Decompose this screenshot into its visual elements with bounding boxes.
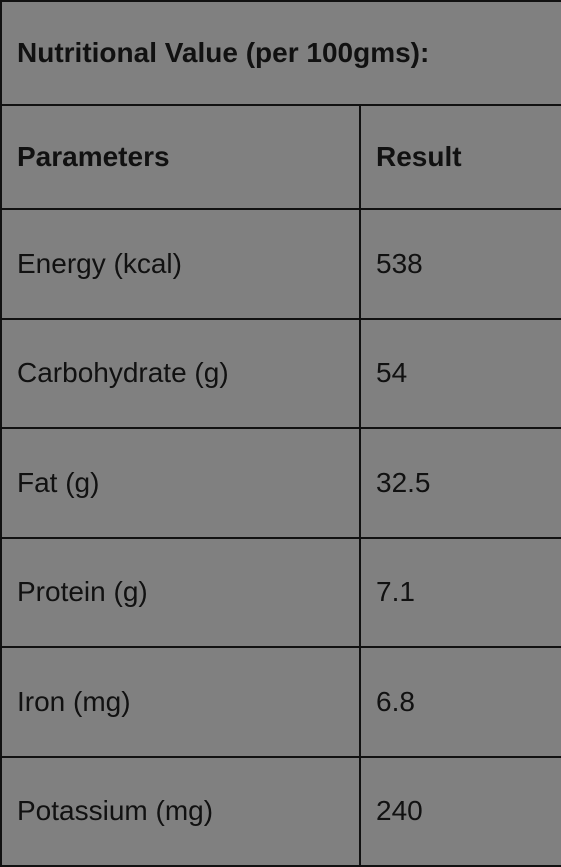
column-header: Parameters [0,104,361,210]
parameter-cell: Potassium (mg) [0,755,361,867]
parameter-cell: Iron (mg) [0,646,361,758]
result-cell: 32.5 [358,427,561,539]
table-row: Protein (g) 7.1 [0,536,561,648]
parameter-cell: Energy (kcal) [0,208,361,320]
title-row: Nutritional Value (per 100gms): [0,0,561,106]
table-row: Iron (mg) 6.8 [0,646,561,758]
result-cell: 240 [358,755,561,867]
table-row: Energy (kcal) 538 [0,208,561,320]
result-cell: 538 [358,208,561,320]
header-row: Parameters Result [0,104,561,210]
parameter-cell: Carbohydrate (g) [0,317,361,429]
result-cell: 54 [358,317,561,429]
result-cell: 7.1 [358,536,561,648]
table-body: Energy (kcal) 538 Carbohydrate (g) 54 Fat (g… [0,208,561,867]
result-cell: 6.8 [358,646,561,758]
parameter-cell: Protein (g) [0,536,361,648]
table-row: Potassium (mg) 240 [0,755,561,867]
column-header: Result [358,104,561,210]
table-row: Fat (g) 32.5 [0,427,561,539]
table-title: Nutritional Value (per 100gms): [0,0,561,106]
parameter-cell: Fat (g) [0,427,361,539]
table-row: Carbohydrate (g) 54 [0,317,561,429]
